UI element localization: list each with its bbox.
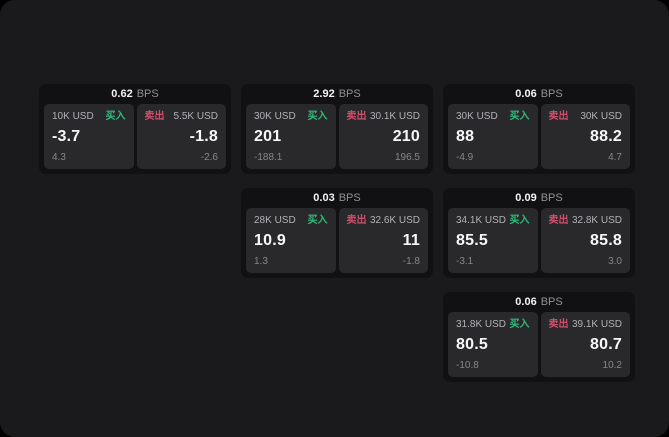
buy-tag[interactable]: 买入 [509, 215, 530, 226]
bps-label: BPS [540, 87, 563, 100]
bps-label: BPS [540, 191, 563, 204]
card-header: 2.92 BPS [241, 84, 433, 104]
buy-panel[interactable]: 31.8K USD 买入 80.5 -10.8 [448, 312, 538, 377]
quote-card: 0.62 BPS 10K USD 买入 -3.7 4.3 卖出 5.5K USD [39, 84, 231, 174]
quote-panels: 30K USD 买入 88 -4.9 卖出 30K USD 88.2 4.7 [443, 104, 635, 174]
sell-tag[interactable]: 卖出 [144, 111, 165, 122]
quote-panels: 28K USD 买入 10.9 1.3 卖出 32.6K USD 11 -1.8 [241, 208, 433, 278]
bps-label: BPS [338, 191, 361, 204]
sell-tag[interactable]: 卖出 [346, 215, 367, 226]
buy-tag[interactable]: 买入 [509, 111, 530, 122]
sell-amount: 30K USD [580, 111, 622, 122]
quote-card: 0.09 BPS 34.1K USD 买入 85.5 -3.1 卖出 32.8K… [443, 188, 635, 278]
sell-panel[interactable]: 卖出 30K USD 88.2 4.7 [540, 104, 630, 169]
quote-card: 0.06 BPS 31.8K USD 买入 80.5 -10.8 卖出 39.1… [443, 292, 635, 382]
sell-panel[interactable]: 卖出 5.5K USD -1.8 -2.6 [136, 104, 226, 169]
sell-amount: 32.8K USD [571, 215, 622, 226]
quote-card: 0.03 BPS 28K USD 买入 10.9 1.3 卖出 32.6K US… [241, 188, 433, 278]
quote-panels: 30K USD 买入 201 -188.1 卖出 30.1K USD 210 1… [241, 104, 433, 174]
buy-panel[interactable]: 10K USD 买入 -3.7 4.3 [44, 104, 134, 169]
sell-tag[interactable]: 卖出 [346, 111, 367, 122]
sell-sub-value: 4.7 [608, 151, 622, 163]
bps-value: 0.62 [111, 87, 133, 100]
sell-sub-value: 196.5 [394, 151, 420, 163]
buy-amount: 30K USD [254, 111, 296, 122]
buy-panel[interactable]: 30K USD 买入 201 -188.1 [246, 104, 336, 169]
card-header: 0.62 BPS [39, 84, 231, 104]
buy-amount: 34.1K USD [456, 215, 507, 226]
buy-panel[interactable]: 28K USD 买入 10.9 1.3 [246, 208, 336, 273]
sell-price: -1.8 [189, 127, 218, 145]
buy-sub-value: 4.3 [52, 151, 66, 163]
sell-panel[interactable]: 卖出 30.1K USD 210 196.5 [338, 104, 428, 169]
buy-sub-value: -3.1 [456, 255, 474, 267]
sell-sub-value: 10.2 [602, 359, 622, 371]
quote-panels: 31.8K USD 买入 80.5 -10.8 卖出 39.1K USD 80.… [443, 312, 635, 382]
buy-price: 201 [254, 127, 282, 145]
buy-price: 85.5 [456, 231, 488, 249]
bps-value: 0.03 [313, 191, 335, 204]
sell-panel[interactable]: 卖出 32.8K USD 85.8 3.0 [540, 208, 630, 273]
buy-amount: 10K USD [52, 111, 94, 122]
sell-price: 11 [402, 231, 420, 249]
quote-card: 2.92 BPS 30K USD 买入 201 -188.1 卖出 30.1K … [241, 84, 433, 174]
buy-amount: 31.8K USD [456, 319, 507, 330]
buy-tag[interactable]: 买入 [509, 319, 530, 330]
sell-amount: 32.6K USD [369, 215, 420, 226]
buy-tag[interactable]: 买入 [307, 215, 328, 226]
bps-label: BPS [136, 87, 159, 100]
bps-label: BPS [540, 295, 563, 308]
card-header: 0.03 BPS [241, 188, 433, 208]
buy-price: 10.9 [254, 231, 286, 249]
quote-panels: 34.1K USD 买入 85.5 -3.1 卖出 32.8K USD 85.8… [443, 208, 635, 278]
quote-panels: 10K USD 买入 -3.7 4.3 卖出 5.5K USD -1.8 -2.… [39, 104, 231, 174]
sell-sub-value: 3.0 [608, 255, 622, 267]
card-header: 0.09 BPS [443, 188, 635, 208]
sell-tag[interactable]: 卖出 [548, 319, 569, 330]
buy-tag[interactable]: 买入 [307, 111, 328, 122]
buy-tag[interactable]: 买入 [105, 111, 126, 122]
buy-price: 80.5 [456, 335, 488, 353]
card-header: 0.06 BPS [443, 84, 635, 104]
buy-panel[interactable]: 34.1K USD 买入 85.5 -3.1 [448, 208, 538, 273]
sell-panel[interactable]: 卖出 39.1K USD 80.7 10.2 [540, 312, 630, 377]
buy-panel[interactable]: 30K USD 买入 88 -4.9 [448, 104, 538, 169]
buy-sub-value: 1.3 [254, 255, 268, 267]
sell-sub-value: -2.6 [200, 151, 218, 163]
sell-amount: 30.1K USD [369, 111, 420, 122]
bps-value: 2.92 [313, 87, 335, 100]
bps-value: 0.06 [515, 295, 537, 308]
buy-price: 88 [456, 127, 475, 145]
bps-label: BPS [338, 87, 361, 100]
sell-panel[interactable]: 卖出 32.6K USD 11 -1.8 [338, 208, 428, 273]
bps-value: 0.09 [515, 191, 537, 204]
buy-sub-value: -4.9 [456, 151, 474, 163]
sell-tag[interactable]: 卖出 [548, 111, 569, 122]
buy-amount: 28K USD [254, 215, 296, 226]
quote-card: 0.06 BPS 30K USD 买入 88 -4.9 卖出 30K USD [443, 84, 635, 174]
sell-sub-value: -1.8 [402, 255, 420, 267]
card-header: 0.06 BPS [443, 292, 635, 312]
buy-sub-value: -188.1 [254, 151, 283, 163]
bps-value: 0.06 [515, 87, 537, 100]
sell-amount: 5.5K USD [173, 111, 218, 122]
sell-price: 80.7 [590, 335, 622, 353]
buy-sub-value: -10.8 [456, 359, 479, 371]
sell-tag[interactable]: 卖出 [548, 215, 569, 226]
sell-price: 210 [392, 127, 420, 145]
buy-amount: 30K USD [456, 111, 498, 122]
buy-price: -3.7 [52, 127, 81, 145]
sell-price: 85.8 [590, 231, 622, 249]
sell-price: 88.2 [590, 127, 622, 145]
sell-amount: 39.1K USD [571, 319, 622, 330]
